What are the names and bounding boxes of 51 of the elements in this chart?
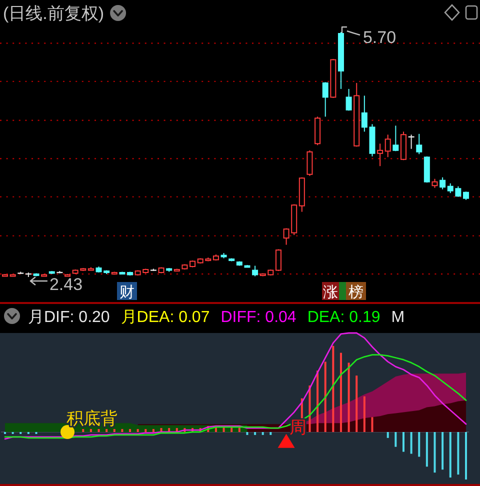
- candlestick: [392, 125, 399, 152]
- candlestick: [306, 150, 313, 176]
- bar: [418, 432, 420, 457]
- bar: [386, 432, 389, 438]
- bar: [98, 429, 100, 432]
- bar: [394, 432, 397, 447]
- candlestick: [384, 134, 391, 158]
- series-label: 积底背: [66, 409, 118, 428]
- bar: [348, 362, 350, 432]
- candlestick: [346, 88, 352, 112]
- chart-title: (日线.前复权): [3, 4, 104, 23]
- bar: [449, 432, 452, 478]
- bar: [442, 432, 444, 470]
- candlestick: [252, 265, 258, 277]
- annotation: 5.70: [362, 28, 396, 47]
- bar: [332, 346, 334, 432]
- bar: [90, 429, 92, 432]
- bar: [371, 417, 374, 432]
- bar: [144, 429, 147, 432]
- bar: [402, 432, 404, 452]
- bar: [113, 429, 116, 432]
- bar: [129, 429, 132, 432]
- text: 月DEA: 0.07: [120, 309, 210, 326]
- bar: [465, 432, 467, 480]
- bar: [324, 362, 326, 432]
- annotation: 2.43: [49, 275, 83, 294]
- bar: [340, 352, 342, 432]
- bar: [270, 432, 272, 435]
- bar: [262, 432, 264, 435]
- bar: [434, 432, 436, 473]
- bar: [246, 432, 248, 435]
- bar: [82, 429, 84, 432]
- candlestick: [440, 176, 446, 190]
- bar: [356, 376, 358, 432]
- candlestick: [416, 133, 422, 155]
- candlestick: [322, 82, 328, 118]
- bar: [457, 432, 460, 475]
- bar: [106, 429, 108, 432]
- bar: [316, 370, 319, 432]
- bar: [121, 429, 124, 432]
- bar: [410, 432, 412, 454]
- text: DIFF: 0.04: [220, 309, 296, 326]
- candlestick: [377, 143, 384, 167]
- text: DEA: 0.19: [307, 309, 380, 326]
- text: M: [391, 309, 405, 326]
- bar: [363, 396, 366, 432]
- text: 月DIF: 0.20: [28, 309, 110, 326]
- bar: [426, 432, 428, 467]
- bar: [254, 432, 256, 435]
- bar: [152, 429, 154, 432]
- bar: [136, 429, 139, 432]
